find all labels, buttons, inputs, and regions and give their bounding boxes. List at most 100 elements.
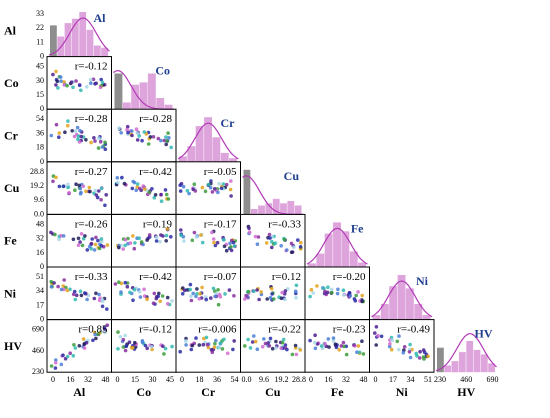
correlation-label: r=-0.33 — [75, 271, 108, 283]
scatter-point — [81, 337, 86, 341]
scatter-point — [336, 287, 340, 292]
histogram-bar — [101, 47, 108, 57]
scatter-point — [92, 248, 97, 252]
y-tick-label: 48 — [36, 219, 44, 228]
scatter-point — [130, 129, 134, 133]
scatter-point — [200, 240, 205, 245]
scatter-point — [54, 69, 58, 74]
scatter-point — [164, 233, 169, 238]
scatter-point — [113, 282, 118, 286]
row-variable-label: Fe — [4, 234, 17, 248]
scatter-point — [49, 284, 54, 289]
scatter-point — [256, 235, 261, 239]
scatter-point — [206, 182, 211, 187]
scatter-point — [388, 342, 392, 346]
scatter-point — [217, 292, 222, 297]
scatter-point — [62, 278, 66, 282]
x-tick-label: 54 — [231, 375, 239, 384]
scatter-point — [88, 77, 93, 82]
scatter-point — [75, 125, 80, 130]
scatter-point — [53, 232, 57, 237]
scatter-point — [85, 85, 89, 89]
scatter-point — [325, 290, 330, 295]
scatter-point — [61, 234, 66, 238]
histogram-bar — [147, 73, 156, 110]
scatter-point — [360, 299, 364, 304]
scatter-point — [246, 337, 250, 342]
y-tick-label: 230 — [32, 367, 44, 376]
scatter-point — [118, 335, 123, 339]
scatter-point — [105, 307, 109, 311]
scatter-point — [212, 345, 217, 349]
scatter-point — [215, 240, 220, 245]
scatter-point — [192, 230, 197, 235]
scatter-point — [133, 241, 137, 245]
scatter-point — [178, 349, 182, 354]
scatter-point — [65, 354, 70, 359]
scatter-point — [262, 337, 266, 341]
scatter-point — [127, 340, 132, 345]
x-tick-label: 0 — [51, 375, 55, 384]
scatter-point — [76, 243, 81, 247]
scatter-point — [115, 176, 120, 180]
scatter-point — [211, 286, 216, 291]
histogram-bar — [414, 304, 423, 320]
scatter-point — [181, 286, 185, 290]
scatter-point — [273, 241, 277, 246]
correlation-label: r=-0.17 — [204, 218, 237, 230]
scatter-point — [408, 355, 413, 360]
correlation-label: r=-0.28 — [139, 113, 172, 125]
histogram-bar — [93, 45, 101, 57]
scatter-point — [158, 240, 162, 244]
scatter-point — [334, 345, 339, 350]
scatter-point — [195, 287, 199, 291]
scatter-point — [189, 347, 194, 352]
diagonal-variable-label: Al — [94, 11, 107, 25]
scatter-point — [71, 292, 76, 297]
scatter-point — [164, 239, 168, 243]
scatter-point — [165, 139, 169, 143]
scatter-point — [217, 345, 222, 350]
histogram-bar — [114, 73, 123, 110]
scatter-point — [145, 297, 149, 302]
scatter-point — [401, 350, 406, 355]
scatter-point — [205, 342, 210, 347]
scatter-point — [131, 298, 135, 303]
scatter-point — [72, 343, 76, 347]
y-tick-label: 0 — [40, 104, 44, 113]
scatter-point — [57, 237, 61, 242]
scatter-point — [51, 179, 55, 184]
scatter-panel-frame — [369, 319, 435, 373]
scatter-point — [93, 188, 98, 193]
histogram-bar — [204, 117, 212, 162]
scatter-point — [128, 241, 133, 245]
scatter-point — [143, 187, 147, 191]
scatter-point — [231, 347, 235, 352]
scatter-point — [74, 79, 78, 83]
scatter-point — [147, 233, 152, 237]
scatter-point — [397, 347, 401, 352]
scatter-point — [105, 243, 110, 247]
scatter-point — [153, 193, 158, 197]
histogram-bar — [466, 341, 474, 373]
scatter-point — [68, 287, 72, 292]
scatter-point — [200, 285, 204, 290]
scatter-point — [126, 130, 130, 135]
histogram-bar — [122, 102, 131, 110]
scatter-point — [152, 291, 157, 296]
x-tick-label: 230 — [434, 375, 446, 384]
scatter-point — [285, 248, 289, 252]
scatter-point — [103, 140, 107, 145]
scatter-point — [360, 339, 364, 344]
scatter-point — [92, 296, 97, 301]
scatter-point — [54, 122, 59, 127]
scatter-point — [379, 334, 384, 339]
scatter-point — [315, 342, 320, 346]
scatter-point — [341, 288, 346, 293]
scatter-point — [53, 366, 58, 370]
scatter-point — [360, 293, 365, 298]
scatter-point — [210, 190, 215, 194]
scatter-point — [357, 350, 362, 355]
y-tick-label: 19.2 — [30, 181, 44, 190]
scatter-point — [203, 189, 208, 194]
